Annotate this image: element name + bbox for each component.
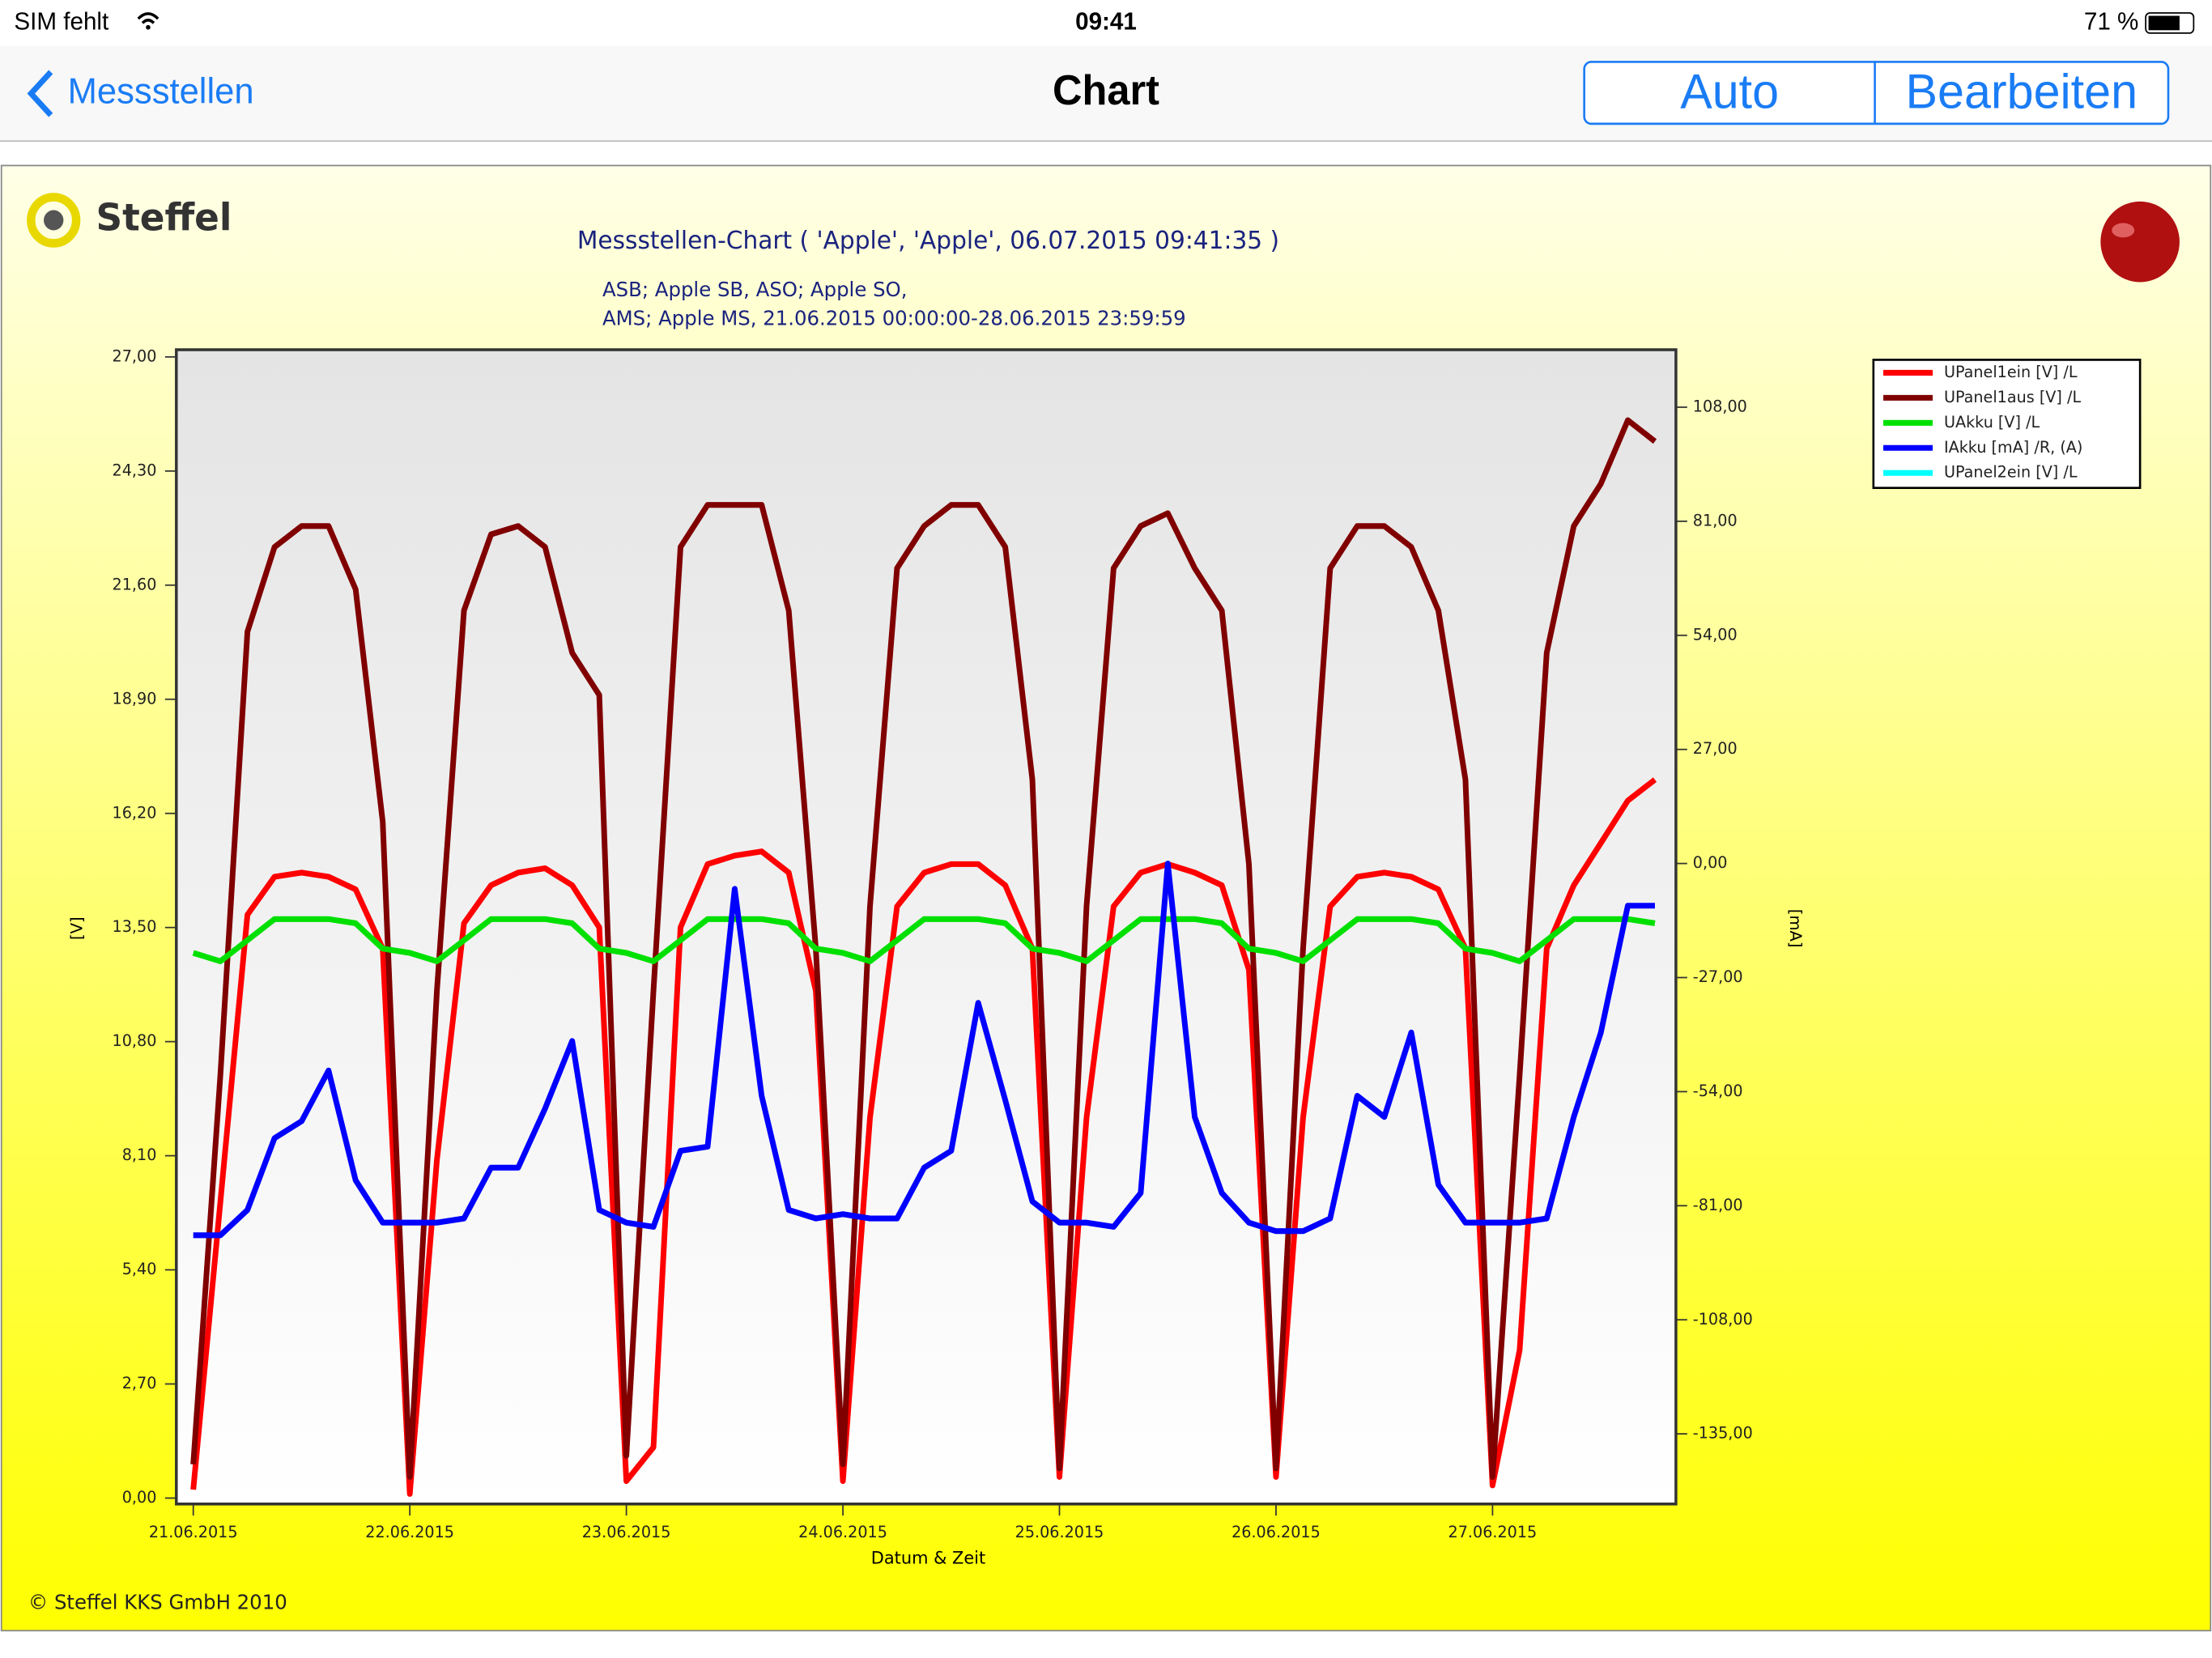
series-line [192, 916, 1656, 964]
nav-title: Chart [1053, 67, 1159, 114]
x-tick-label: 26.06.2015 [1231, 1523, 1321, 1541]
battery-fill [2148, 15, 2180, 31]
y-tick-label: 8,10 [122, 1146, 157, 1164]
legend-label: UAkku [V] /L [1944, 413, 2040, 432]
x-axis-label: Datum & Zeit [871, 1547, 985, 1567]
legend-label: UPanel1aus [V] /L [1944, 388, 2081, 406]
y-tick-label: 0,00 [122, 1488, 157, 1507]
chart-subtitle: ASB; Apple SB, ASO; Apple SO, [602, 278, 908, 301]
carrier: SIM fehlt [14, 8, 108, 35]
y-tick-label: 24,30 [113, 461, 157, 479]
x-tick-label: 24.06.2015 [798, 1523, 887, 1541]
y2-tick-label: -54,00 [1693, 1082, 1743, 1100]
x-tick-label: 23.06.2015 [582, 1523, 671, 1541]
chart-title: Messstellen-Chart ( 'Apple', 'Apple', 06… [577, 227, 1279, 255]
segmented-control [1583, 61, 2170, 125]
y-tick-label: 13,50 [113, 917, 157, 936]
battery-level: 71 % [2084, 8, 2138, 35]
logo-core [44, 210, 64, 231]
x-tick-label: 22.06.2015 [365, 1523, 454, 1541]
y-tick-label: 21,60 [113, 575, 157, 593]
y2-axis-label: [mA] [1786, 909, 1805, 948]
legend-label: UPanel2ein [V] /L [1944, 463, 2078, 482]
y2-tick-label: 81,00 [1693, 511, 1738, 529]
y2-tick-label: -108,00 [1693, 1310, 1753, 1329]
y-axis-label: [V] [67, 916, 86, 940]
y-tick-label: 10,80 [113, 1031, 157, 1050]
legend-label: UPanel1ein [V] /L [1944, 363, 2078, 381]
wifi-icon [137, 12, 160, 24]
edit-button[interactable]: Bearbeiten [1906, 64, 2138, 119]
battery-icon [2145, 12, 2195, 34]
y-tick-label: 2,70 [122, 1374, 157, 1392]
apple-image [2100, 201, 2180, 283]
y-tick-label: 5,40 [122, 1260, 157, 1278]
series-line [193, 861, 1655, 1239]
series-line [190, 777, 1657, 1497]
y-tick-label: 18,90 [113, 689, 157, 708]
legend-label: IAkku [mA] /R, (A) [1944, 438, 2082, 457]
back-button[interactable]: Messstellen [68, 71, 254, 111]
wifi-dot [146, 24, 151, 30]
y2-tick-label: -81,00 [1693, 1196, 1743, 1214]
y2-tick-label: 27,00 [1693, 739, 1738, 758]
y2-tick-label: 0,00 [1693, 853, 1728, 872]
chart-subtitle: AMS; Apple MS, 21.06.2015 00:00:00-28.06… [602, 307, 1186, 330]
x-tick-label: 21.06.2015 [149, 1523, 238, 1541]
y2-tick-label: 54,00 [1693, 625, 1738, 644]
y-tick-label: 16,20 [113, 803, 157, 822]
apple-shine [2112, 223, 2135, 238]
logo-ring [27, 193, 81, 248]
clock: 09:41 [1075, 8, 1137, 35]
y2-tick-label: -135,00 [1693, 1424, 1753, 1443]
back-chevron[interactable] [27, 70, 53, 117]
y2-tick-label: 108,00 [1693, 397, 1747, 415]
x-tick-label: 25.06.2015 [1015, 1523, 1104, 1541]
x-tick-label: 27.06.2015 [1448, 1523, 1538, 1541]
y2-tick-label: -27,00 [1693, 967, 1743, 986]
auto-button[interactable]: Auto [1680, 64, 1779, 119]
series-line [190, 417, 1657, 1480]
logo-text: Steffel [96, 196, 232, 240]
footer: © Steffel KKS GmbH 2010 [28, 1590, 287, 1613]
y-tick-label: 27,00 [113, 346, 157, 365]
